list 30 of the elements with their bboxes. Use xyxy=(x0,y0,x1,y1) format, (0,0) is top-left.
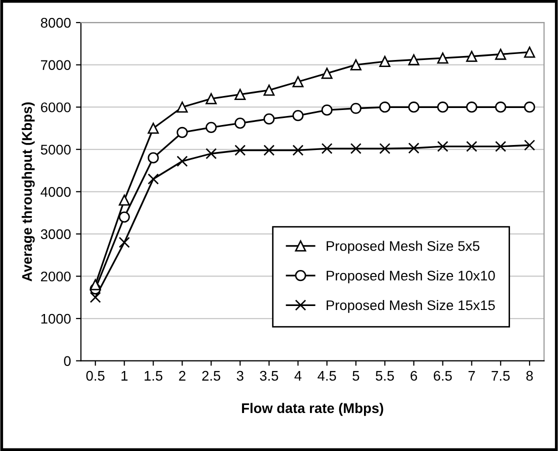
x-tick-label: 2.5 xyxy=(202,370,220,381)
x-axis-title: Flow data rate (Mbps) xyxy=(242,402,384,416)
y-tick-label: 4000 xyxy=(40,187,71,197)
y-tick-label: 6000 xyxy=(41,102,71,112)
y-tick-label: 8000 xyxy=(40,18,71,28)
x-tick-label: 7 xyxy=(468,371,475,381)
x-tick-label: 1.5 xyxy=(144,371,162,381)
x-tick-label: 5 xyxy=(352,371,360,381)
x-tick-label: 1 xyxy=(122,371,128,381)
x-tick-label: 6.5 xyxy=(434,370,452,381)
y-tick-label: 1000 xyxy=(41,314,71,324)
legend-label: Proposed Mesh Size 10x10 xyxy=(326,270,495,284)
x-tick-label: 4.5 xyxy=(318,371,336,381)
x-tick-label: 8 xyxy=(526,370,533,381)
x-tick-label: 3.5 xyxy=(260,370,278,381)
y-tick-label: 2000 xyxy=(40,272,71,282)
x-tick-label: 5.5 xyxy=(376,371,394,381)
legend-label: Proposed Mesh Size 5x5 xyxy=(326,240,480,254)
y-tick-label: 5000 xyxy=(40,144,71,155)
x-tick-label: 7.5 xyxy=(492,371,510,381)
x-tick-label: 4 xyxy=(294,371,302,381)
y-tick-label: 0 xyxy=(64,356,71,366)
y-tick-label: 3000 xyxy=(40,229,71,240)
x-tick-label: 3 xyxy=(236,370,244,381)
x-tick-label: 2 xyxy=(179,370,186,381)
y-axis-title: Average throughput (Kbps) xyxy=(22,102,35,282)
y-tick-label: 7000 xyxy=(41,60,71,70)
x-tick-label: 6 xyxy=(410,370,418,381)
x-tick-label: 0.5 xyxy=(86,370,104,381)
legend-label: Proposed Mesh Size 15x15 xyxy=(326,300,495,313)
